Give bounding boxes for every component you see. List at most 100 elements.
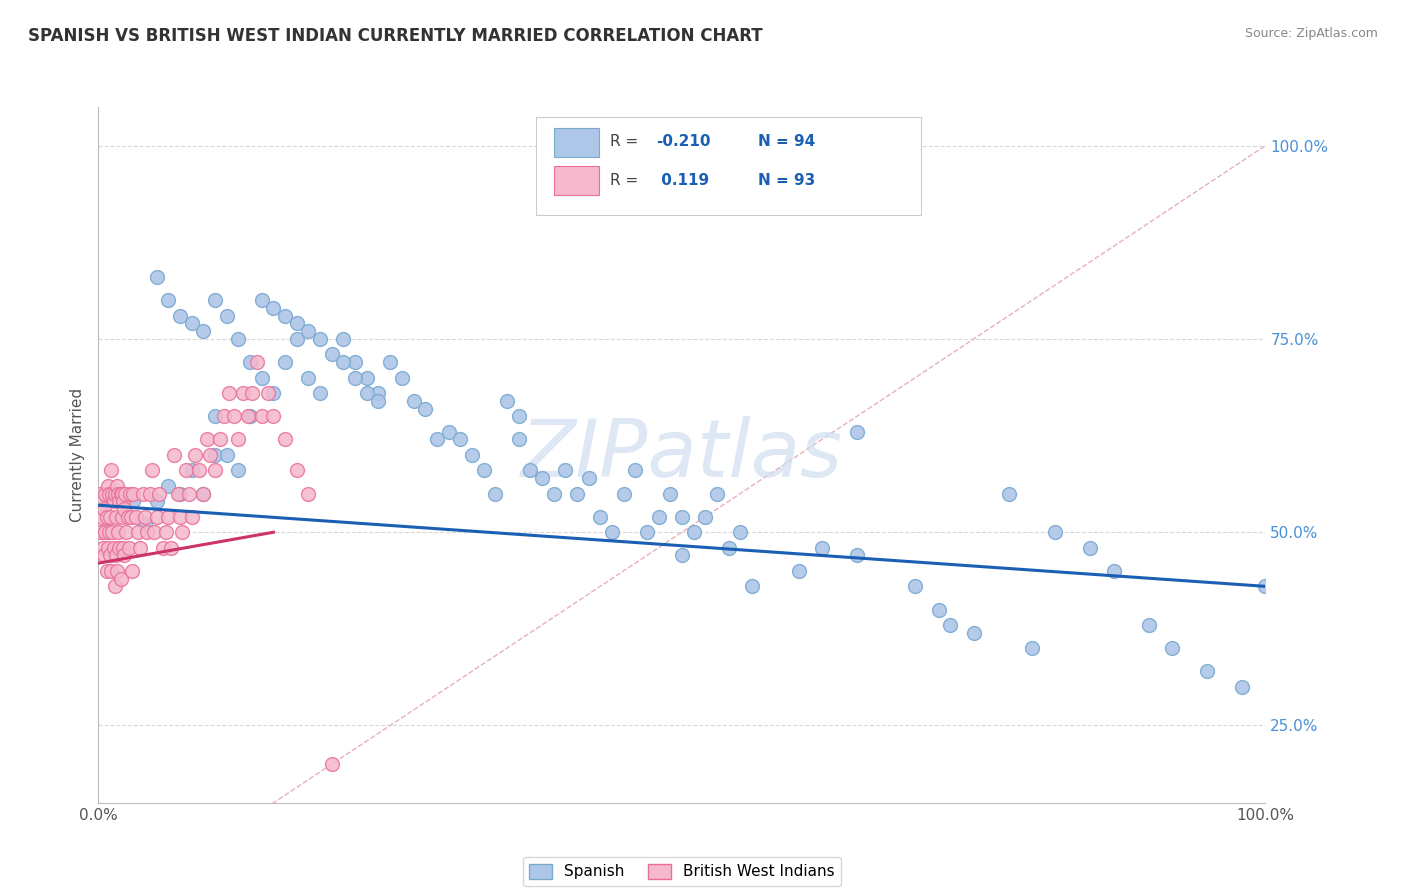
Point: [356, 386, 378, 401]
Point: [811, 541, 834, 555]
Point: [246, 355, 269, 369]
Point: [321, 347, 343, 361]
Point: [600, 525, 623, 540]
Point: [163, 448, 186, 462]
Point: [215, 448, 238, 462]
Point: [103, 541, 125, 555]
Legend: Spanish, British West Indians: Spanish, British West Indians: [523, 857, 841, 886]
Point: [222, 409, 245, 424]
Point: [174, 463, 197, 477]
Text: R =: R =: [610, 172, 643, 187]
Point: [90, 509, 112, 524]
Text: N = 93: N = 93: [758, 172, 815, 187]
Point: [695, 509, 717, 524]
Point: [108, 494, 131, 508]
Point: [274, 355, 297, 369]
Point: [367, 386, 389, 401]
Point: [472, 463, 495, 477]
Point: [132, 486, 155, 500]
Point: [508, 409, 530, 424]
Point: [103, 494, 125, 508]
Point: [402, 393, 425, 408]
Point: [437, 425, 460, 439]
Point: [239, 355, 262, 369]
Point: [200, 448, 222, 462]
Point: [134, 509, 156, 524]
Point: [121, 564, 143, 578]
Point: [730, 525, 752, 540]
Point: [141, 463, 163, 477]
Point: [543, 486, 565, 500]
Point: [100, 463, 122, 477]
Point: [309, 332, 332, 346]
Point: [1230, 680, 1253, 694]
Point: [98, 549, 121, 563]
Point: [262, 409, 284, 424]
Point: [250, 370, 273, 384]
Point: [129, 541, 152, 555]
Point: [111, 541, 134, 555]
Point: [134, 517, 156, 532]
Point: [117, 509, 139, 524]
Point: [332, 332, 354, 346]
Point: [904, 579, 927, 593]
Point: [787, 564, 810, 578]
Point: [146, 494, 169, 508]
Point: [321, 757, 343, 772]
Point: [100, 564, 122, 578]
Point: [146, 509, 169, 524]
Point: [208, 433, 231, 447]
Text: N = 94: N = 94: [758, 135, 815, 149]
Point: [125, 509, 148, 524]
Point: [262, 301, 284, 315]
Point: [118, 486, 141, 500]
Point: [122, 486, 145, 500]
Point: [636, 525, 658, 540]
Point: [204, 293, 226, 308]
Point: [193, 324, 215, 338]
Point: [94, 525, 117, 540]
Point: [239, 409, 262, 424]
Point: [671, 509, 693, 524]
Point: [90, 525, 112, 540]
Point: [236, 409, 259, 424]
Point: [105, 479, 128, 493]
Point: [93, 549, 115, 563]
Point: [413, 401, 436, 416]
Point: [112, 502, 135, 516]
Point: [495, 393, 517, 408]
Point: [344, 370, 367, 384]
Point: [519, 463, 541, 477]
Point: [157, 509, 180, 524]
Point: [169, 309, 191, 323]
Point: [169, 509, 191, 524]
Point: [928, 602, 950, 616]
Point: [962, 625, 984, 640]
Point: [426, 433, 449, 447]
Point: [180, 317, 202, 331]
Point: [96, 564, 118, 578]
Point: [93, 502, 115, 516]
FancyBboxPatch shape: [554, 128, 599, 157]
Point: [578, 471, 600, 485]
Point: [508, 433, 530, 447]
Point: [671, 549, 693, 563]
Point: [624, 463, 647, 477]
Point: [332, 355, 354, 369]
Point: [180, 463, 202, 477]
Point: [195, 433, 218, 447]
Point: [108, 541, 131, 555]
Point: [274, 309, 297, 323]
Point: [98, 509, 121, 524]
Point: [155, 525, 177, 540]
Point: [179, 486, 201, 500]
Point: [250, 293, 273, 308]
Point: [157, 479, 180, 493]
Point: [104, 486, 127, 500]
Point: [111, 486, 134, 500]
Point: [180, 509, 202, 524]
Point: [285, 463, 308, 477]
Point: [554, 463, 576, 477]
Point: [297, 486, 319, 500]
Point: [114, 486, 136, 500]
